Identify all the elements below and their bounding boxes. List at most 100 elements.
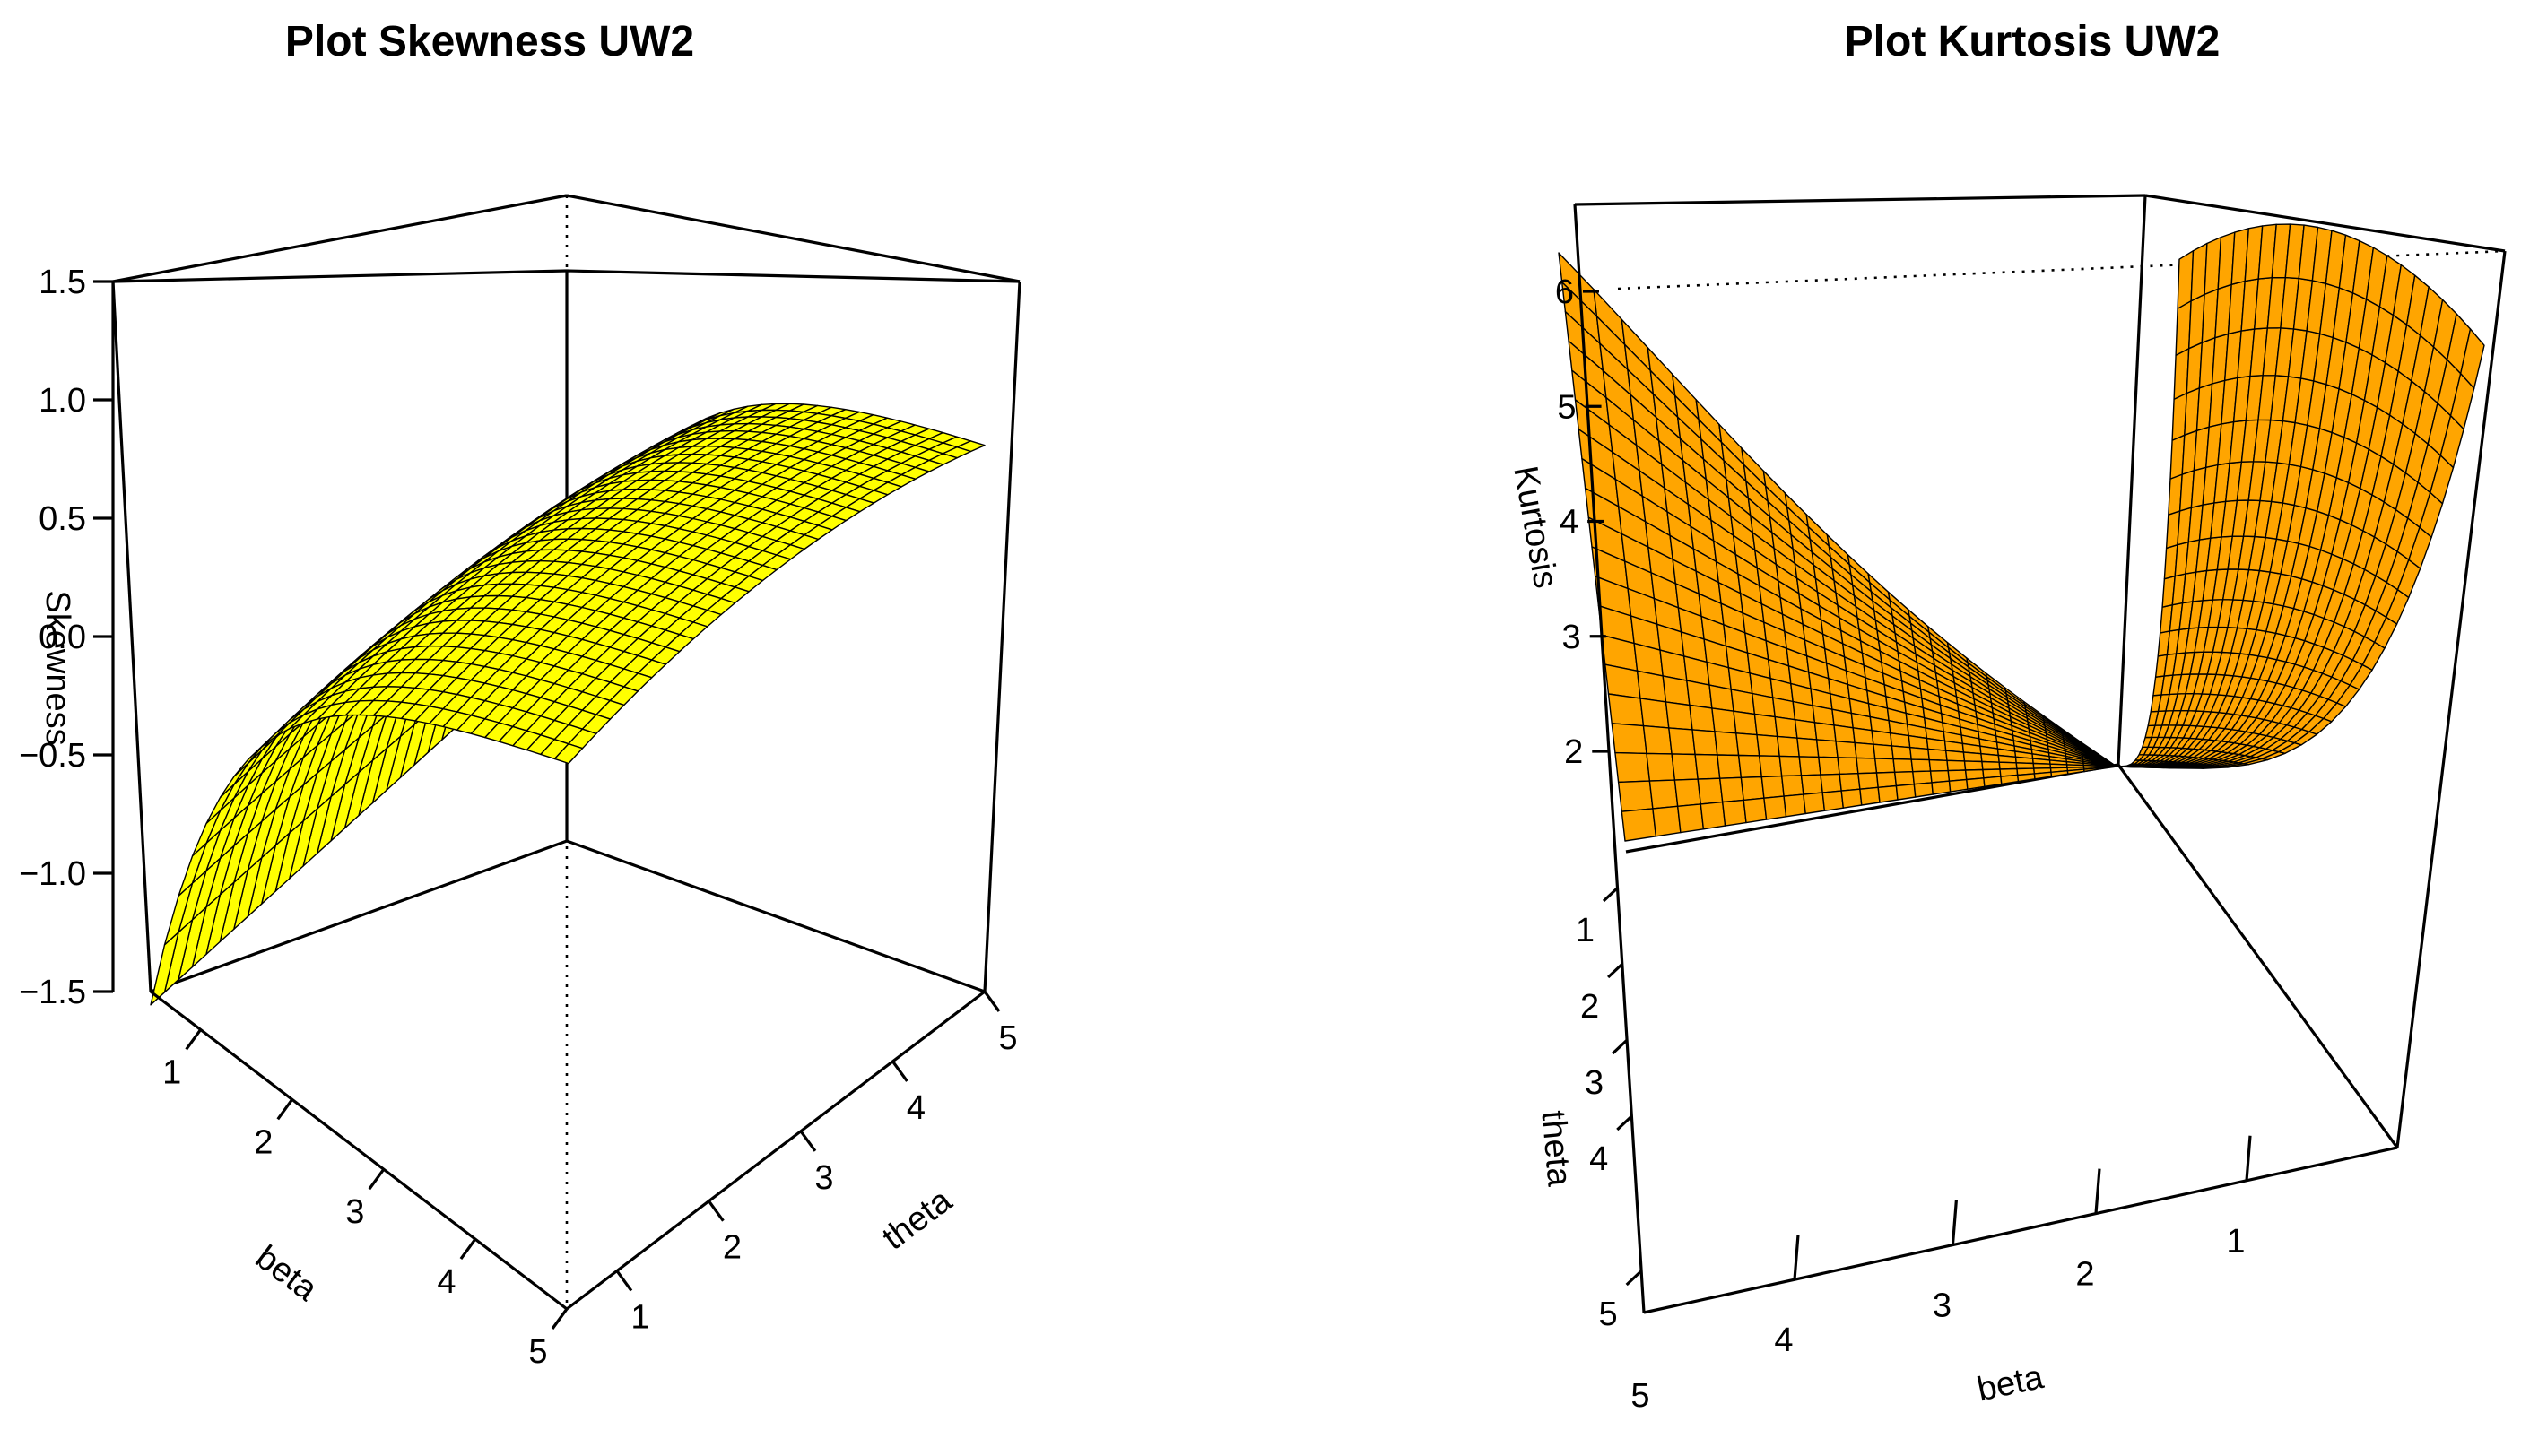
kurtosis-surface-facet <box>1877 784 1899 803</box>
kurtosis-surface-facet <box>1890 732 1911 749</box>
kurtosis-surface-facet <box>1963 760 1984 771</box>
kurtosis-beta-tick-label: 1 <box>2226 1223 2245 1261</box>
kurtosis-theta-tick-mark <box>1602 886 1620 903</box>
kurtosis-surface-facet <box>1997 754 2017 764</box>
kurtosis-z-tick-label: 3 <box>1562 619 1581 656</box>
kurtosis-surface-facet <box>2066 768 2085 775</box>
skewness-beta-tick-mark <box>459 1238 477 1261</box>
kurtosis-surface-facet <box>1946 759 1967 772</box>
skewness-z-tick-label: −1.5 <box>19 974 86 1011</box>
skewness-theta-tick-mark <box>983 991 1001 1012</box>
kurtosis-surface-facet <box>1873 758 1896 774</box>
kurtosis-surface-facet <box>1671 753 1699 781</box>
kurtosis-title: Plot Kurtosis UW2 <box>1845 18 2221 65</box>
skewness-theta-tick-mark <box>891 1060 908 1082</box>
kurtosis-surface-facet <box>1803 792 1826 815</box>
kurtosis-surface-facet <box>1717 754 1743 779</box>
kurtosis-surface-facet <box>1665 701 1693 731</box>
kurtosis-beta-tick-label: 5 <box>1630 1377 1649 1415</box>
kurtosis-surface-facet <box>1639 698 1670 729</box>
kurtosis-panel: Plot Kurtosis UW2 2 3 4 5 6 Kurtosis 1 2 3 4 5 t… <box>1506 18 2507 1415</box>
kurtosis-surface-facet <box>1893 771 1916 787</box>
kurtosis-beta-label: beta <box>1974 1358 2047 1409</box>
skewness-z-tick-label: 1.5 <box>39 264 86 301</box>
kurtosis-surface-facet <box>1998 761 2018 770</box>
skewness-beta-tick-mark <box>368 1168 386 1191</box>
kurtosis-theta-tick-mark <box>1616 1114 1633 1131</box>
kurtosis-surface-facet <box>1798 756 1821 776</box>
kurtosis-theta-tick-label: 2 <box>1580 988 1599 1026</box>
kurtosis-surface-facet <box>1962 751 1983 763</box>
kurtosis-surface-facet <box>1708 684 1734 712</box>
kurtosis-surface-facet <box>1735 732 1760 757</box>
kurtosis-surface-facet <box>1913 782 1934 798</box>
kurtosis-surface-facet <box>1776 735 1800 758</box>
kurtosis-surface-facet <box>1740 776 1765 802</box>
kurtosis-surface-facet <box>1694 753 1721 780</box>
kurtosis-surface-facet <box>2459 328 2485 389</box>
kurtosis-surface-facet <box>1966 777 1986 790</box>
kurtosis-surface <box>1558 223 2485 842</box>
kurtosis-surface-facet <box>1771 697 1796 721</box>
kurtosis-surface-facet <box>1895 784 1917 801</box>
skewness-z-tick-label: 0.0 <box>39 619 86 656</box>
kurtosis-surface-facet <box>1778 755 1803 777</box>
skewness-beta-tick-label: 1 <box>162 1053 181 1091</box>
skewness-beta-tick-label: 5 <box>528 1333 547 1371</box>
kurtosis-surface-facet <box>1642 724 1673 755</box>
skewness-beta-tick-label: 4 <box>437 1263 456 1301</box>
kurtosis-surface-facet <box>1875 771 1898 788</box>
kurtosis-surface-facet <box>1711 707 1737 734</box>
kurtosis-z-tick-label: 6 <box>1555 273 1574 311</box>
kurtosis-surface-facet <box>1839 773 1861 792</box>
kurtosis-surface-facet <box>1857 772 1879 790</box>
skewness-beta-label: beta <box>248 1238 325 1309</box>
kurtosis-beta-tick-mark <box>1793 1235 1800 1280</box>
kurtosis-surface-facet <box>1820 773 1842 793</box>
skewness-theta-tick-mark <box>615 1270 633 1292</box>
skewness-theta-tick-label: 3 <box>814 1159 833 1197</box>
skewness-z-tick-label: −1.0 <box>19 855 86 893</box>
kurtosis-surface-facet <box>1815 739 1839 758</box>
kurtosis-beta-tick-mark <box>1951 1200 1958 1245</box>
skewness-theta-tick-label: 4 <box>907 1089 926 1127</box>
kurtosis-surface-facet <box>1840 788 1863 809</box>
kurtosis-surface-facet <box>1673 778 1702 807</box>
skewness-theta-tick-mark <box>708 1200 725 1222</box>
skewness-z-label: Skewness <box>39 590 76 745</box>
kurtosis-surface-facet <box>1646 752 1676 782</box>
kurtosis-surface-facet <box>1891 745 1912 760</box>
kurtosis-z-label: Kurtosis <box>1506 464 1564 591</box>
kurtosis-surface-facet <box>1756 733 1780 758</box>
kurtosis-surface-facet <box>1714 731 1740 757</box>
kurtosis-theta-tick-mark <box>1612 1038 1629 1055</box>
kurtosis-surface-facet <box>1621 808 1657 842</box>
kurtosis-z-tick-label: 4 <box>1560 504 1578 542</box>
skewness-theta-tick-label: 5 <box>998 1019 1017 1057</box>
kurtosis-surface-facet <box>1813 722 1837 742</box>
skewness-beta-tick-label: 2 <box>254 1123 273 1161</box>
kurtosis-surface-facet <box>1662 675 1691 706</box>
kurtosis-z-tick-label: 2 <box>1564 733 1583 771</box>
kurtosis-surface-facet <box>1783 793 1806 818</box>
skewness-surface <box>150 403 986 1006</box>
kurtosis-theta-tick-label: 1 <box>1576 912 1595 949</box>
kurtosis-surface-facet <box>1821 790 1845 811</box>
kurtosis-surface-facet <box>1689 704 1716 732</box>
kurtosis-surface-facet <box>1636 670 1667 703</box>
kurtosis-surface-facet <box>1833 724 1856 744</box>
kurtosis-surface-facet <box>1752 692 1776 718</box>
kurtosis-surface-facet <box>1800 774 1823 795</box>
skewness-z-axis: 1.5 1.0 0.5 0.0 −0.5 −1.0 −1.5 Skewness <box>19 264 115 1011</box>
skewness-beta-tick-mark <box>276 1098 294 1121</box>
kurtosis-surface-facet <box>1718 776 1744 803</box>
kurtosis-surface-facet <box>2171 767 2205 769</box>
kurtosis-surface-facet <box>1944 750 1966 762</box>
skewness-theta-axis: 1 2 3 4 5 theta <box>615 991 1018 1337</box>
kurtosis-surface-facet <box>1691 729 1718 756</box>
kurtosis-beta-axis: 5 4 3 2 1 beta <box>1630 1135 2252 1415</box>
kurtosis-surface-facet <box>1931 780 1952 795</box>
kurtosis-box-front <box>1573 204 2398 1314</box>
kurtosis-surface-facet <box>1607 693 1645 727</box>
